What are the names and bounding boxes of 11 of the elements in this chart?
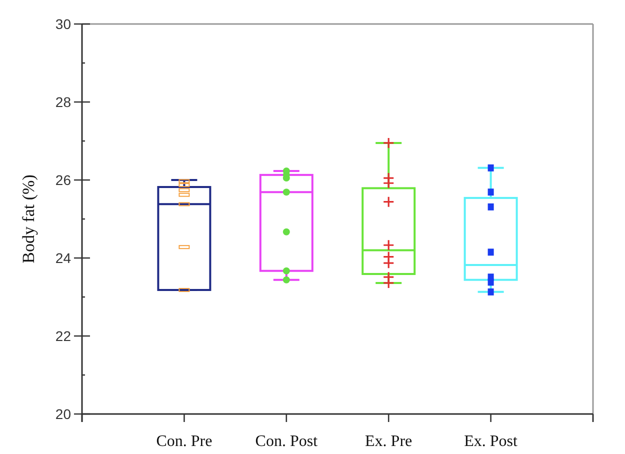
y-tick-label: 20: [55, 406, 72, 422]
y-tick-label: 30: [55, 16, 72, 32]
y-tick-label: 24: [55, 250, 72, 266]
x-tick-label: Ex. Pre: [365, 433, 412, 450]
y-tick-label: 28: [55, 94, 72, 110]
y-tick-label: 26: [55, 172, 72, 188]
x-tick-label: Ex. Post: [464, 433, 518, 450]
x-tick-label: Con. Post: [255, 433, 318, 450]
y-tick-label: 22: [55, 328, 72, 344]
y-axis-title: Body fat (%): [19, 174, 38, 264]
x-tick-label: Con. Pre: [156, 433, 212, 450]
